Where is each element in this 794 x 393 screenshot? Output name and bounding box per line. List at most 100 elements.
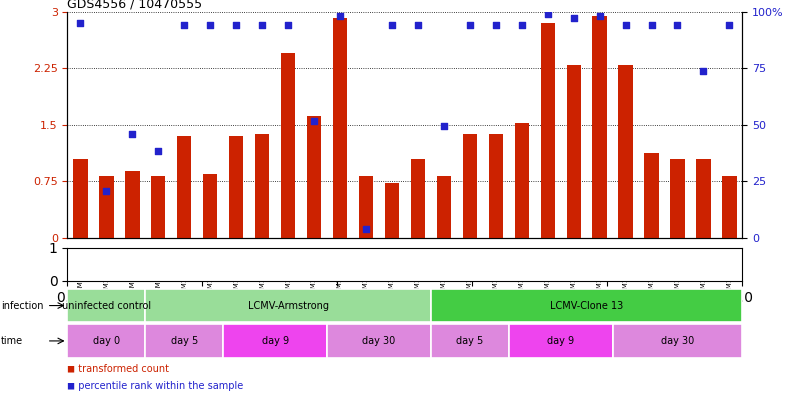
Bar (431, 324, 509, 358)
Text: GSM1083165: GSM1083165 (415, 250, 421, 297)
Bar (670, 159, 684, 238)
Text: GSM1083159: GSM1083159 (259, 250, 265, 297)
Text: ◼ transformed count: ◼ transformed count (67, 364, 169, 373)
Bar (255, 134, 269, 238)
Bar (619, 64, 633, 238)
Point (619, 22, 632, 29)
Text: GSM1083153: GSM1083153 (103, 250, 110, 297)
Point (360, 226, 372, 232)
Point (464, 22, 476, 29)
Bar (359, 176, 373, 238)
Bar (145, 324, 223, 358)
Bar (723, 176, 737, 238)
Text: GSM1083168: GSM1083168 (493, 250, 499, 297)
Text: GSM1083161: GSM1083161 (311, 250, 317, 297)
Point (333, 13, 346, 19)
Point (489, 22, 502, 29)
Point (437, 123, 450, 129)
Text: GSM1083156: GSM1083156 (181, 250, 187, 297)
Bar (488, 134, 503, 238)
Text: day 30: day 30 (661, 336, 694, 346)
Text: GSM1083177: GSM1083177 (727, 250, 732, 297)
Bar (73, 159, 87, 238)
Point (567, 15, 580, 21)
Point (126, 130, 139, 137)
Bar (125, 171, 140, 238)
Bar (177, 136, 191, 238)
Text: LCMV-Armstrong: LCMV-Armstrong (248, 301, 329, 310)
Bar (437, 176, 451, 238)
Text: GSM1083152: GSM1083152 (78, 250, 83, 296)
Text: uninfected control: uninfected control (62, 301, 151, 310)
Point (542, 11, 554, 17)
Text: GSM1083176: GSM1083176 (700, 250, 707, 297)
Text: GSM1083171: GSM1083171 (571, 250, 576, 297)
Text: day 5: day 5 (457, 336, 484, 346)
Point (411, 22, 424, 29)
Point (178, 22, 191, 29)
Text: infection: infection (1, 301, 44, 310)
Bar (67, 324, 145, 358)
Point (230, 22, 243, 29)
Text: time: time (1, 336, 23, 346)
Text: GSM1083170: GSM1083170 (545, 250, 551, 297)
Text: GDS4556 / 10470555: GDS4556 / 10470555 (67, 0, 202, 11)
Bar (67, 289, 145, 322)
Bar (515, 123, 529, 238)
Point (256, 22, 268, 29)
Bar (613, 324, 742, 358)
Text: day 9: day 9 (547, 336, 574, 346)
Bar (223, 324, 327, 358)
Bar (592, 16, 607, 238)
Bar (307, 116, 322, 238)
Bar (151, 176, 165, 238)
Text: GSM1083175: GSM1083175 (674, 250, 680, 297)
Text: GSM1083173: GSM1083173 (622, 250, 629, 297)
Text: GSM1083164: GSM1083164 (389, 250, 395, 297)
Bar (410, 159, 425, 238)
Text: GSM1083160: GSM1083160 (285, 250, 291, 297)
Bar (541, 23, 555, 238)
Bar (145, 289, 431, 322)
Point (100, 188, 113, 194)
Point (152, 148, 164, 154)
Bar (567, 64, 580, 238)
Text: GSM1083163: GSM1083163 (363, 250, 369, 297)
Bar (203, 174, 218, 238)
Point (386, 22, 399, 29)
Text: day 9: day 9 (261, 336, 289, 346)
Text: GSM1083167: GSM1083167 (467, 250, 473, 297)
Text: day 5: day 5 (171, 336, 198, 346)
Text: GSM1083169: GSM1083169 (518, 250, 525, 297)
Point (671, 22, 684, 29)
Point (74, 20, 87, 26)
Text: day 0: day 0 (93, 336, 120, 346)
Point (723, 22, 736, 29)
Bar (463, 134, 477, 238)
Text: GSM1083166: GSM1083166 (441, 250, 447, 297)
Text: GSM1083174: GSM1083174 (649, 250, 654, 297)
Bar (696, 159, 711, 238)
Text: GSM1083155: GSM1083155 (156, 250, 161, 296)
Point (515, 22, 528, 29)
Bar (431, 289, 742, 322)
Bar (509, 324, 613, 358)
Point (204, 22, 217, 29)
Text: GSM1083172: GSM1083172 (596, 250, 603, 297)
Point (646, 22, 658, 29)
Bar (333, 18, 347, 238)
Text: day 30: day 30 (362, 336, 395, 346)
Bar (281, 53, 295, 238)
Text: GSM1083158: GSM1083158 (233, 250, 239, 297)
Bar (327, 324, 431, 358)
Text: ◼ percentile rank within the sample: ◼ percentile rank within the sample (67, 381, 244, 391)
Bar (229, 136, 243, 238)
Text: GSM1083162: GSM1083162 (337, 250, 343, 297)
Point (282, 22, 295, 29)
Text: LCMV-Clone 13: LCMV-Clone 13 (550, 301, 623, 310)
Point (308, 118, 321, 124)
Point (697, 67, 710, 73)
Bar (385, 183, 399, 238)
Bar (99, 176, 114, 238)
Point (593, 13, 606, 19)
